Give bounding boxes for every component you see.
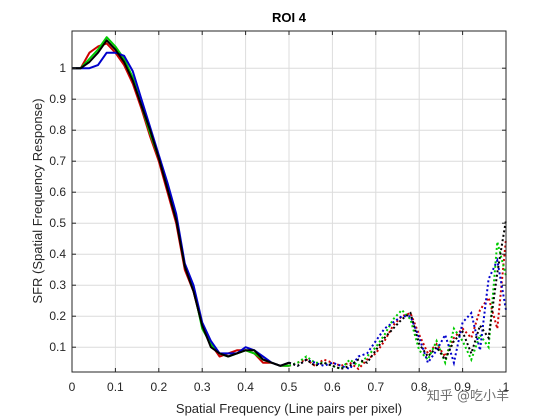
x-tick-label: 0.6 — [324, 380, 341, 394]
y-tick-label: 0.8 — [49, 123, 66, 137]
x-tick-label: 0.9 — [454, 380, 471, 394]
tick-labels: 0 0.1 0.2 0.3 0.4 0.5 0.6 0.7 0.8 0.9 1 0.1 0.2 0.3 0.… — [49, 61, 509, 394]
x-tick-label: 0.3 — [194, 380, 211, 394]
series-line-dotted-2 — [288, 257, 507, 371]
x-tick-label: 0.7 — [367, 380, 384, 394]
y-tick-label: 0.4 — [49, 247, 66, 261]
watermark: 知乎 @吃小羊 — [427, 388, 509, 404]
x-tick-label: 0.1 — [107, 380, 124, 394]
axis-ticks — [71, 31, 507, 372]
y-tick-label: 1 — [59, 61, 66, 75]
y-tick-label: 0.6 — [49, 185, 66, 199]
x-tick-label: 0.2 — [150, 380, 167, 394]
grid-lines — [71, 31, 507, 372]
x-tick-label: 0.5 — [281, 380, 298, 394]
x-tick-label: 0.4 — [237, 380, 254, 394]
y-tick-label: 0.9 — [49, 92, 66, 106]
series-line-dotted-0 — [288, 238, 507, 371]
y-tick-label: 0.5 — [49, 216, 66, 230]
y-tick-label: 0.2 — [49, 309, 66, 323]
chart-title: ROI 4 — [272, 10, 307, 25]
series-lines — [72, 36, 507, 371]
x-tick-label: 0 — [69, 380, 76, 394]
series-line-dotted-3 — [288, 219, 507, 370]
x-tick-label: 0.8 — [411, 380, 428, 394]
x-tick-label: 1 — [503, 380, 510, 394]
y-tick-label: 0.1 — [49, 340, 66, 354]
x-axis-label: Spatial Frequency (Line pairs per pixel) — [176, 401, 402, 416]
y-tick-label: 0.3 — [49, 278, 66, 292]
y-tick-label: 0.7 — [49, 154, 66, 168]
series-line-solid-3 — [72, 39, 290, 367]
y-axis-label: SFR (Spatial Frequency Response) — [30, 98, 45, 303]
